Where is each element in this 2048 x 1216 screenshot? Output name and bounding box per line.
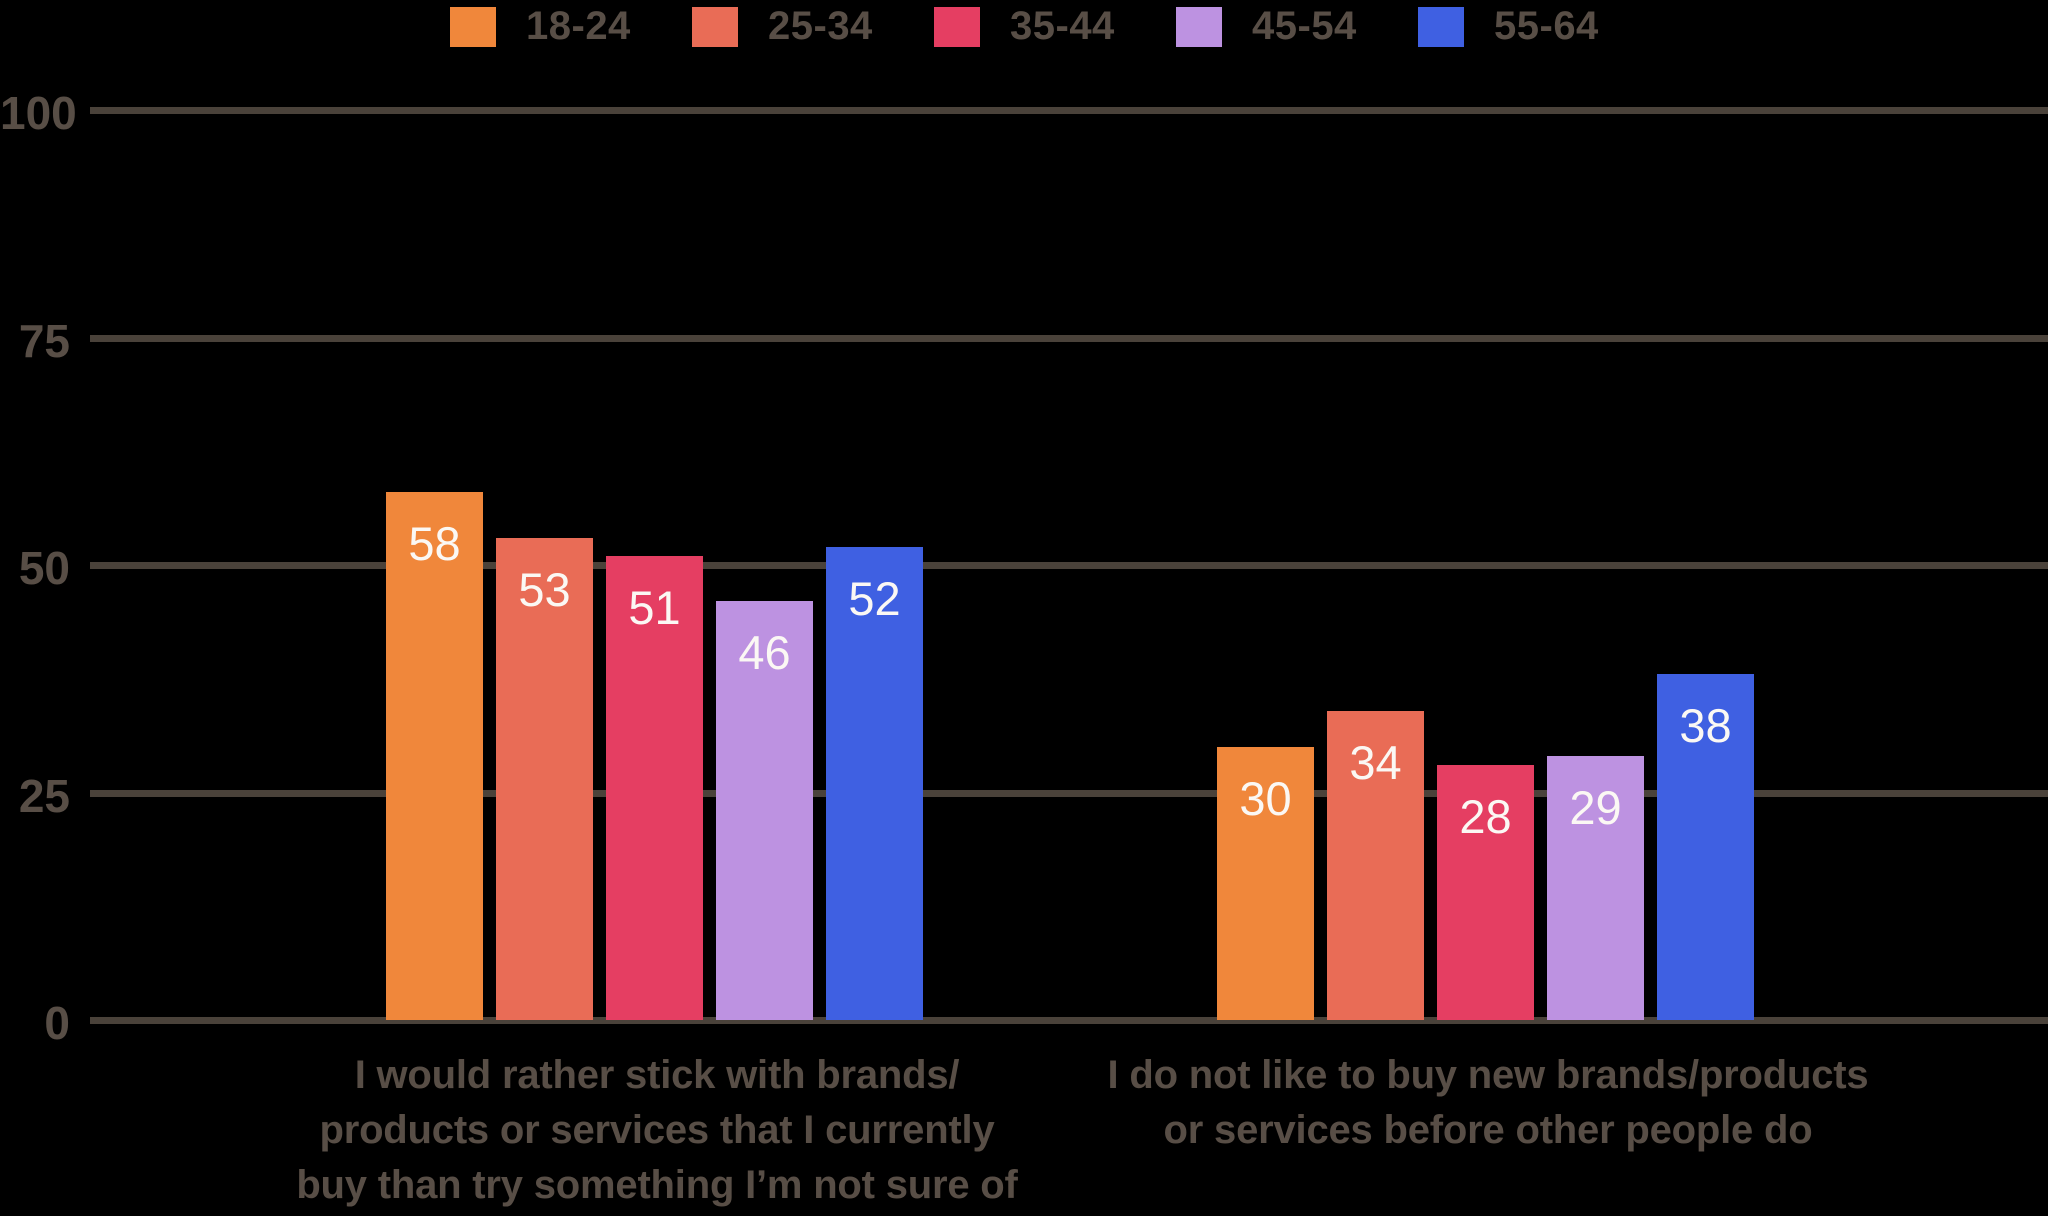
category-label-2: I do not like to buy new brands/products… bbox=[1107, 1053, 1869, 1152]
legend-item-45-54: 45-54 bbox=[1176, 0, 1357, 48]
legend-label: 45-54 bbox=[1252, 3, 1357, 48]
bar-value-label: 38 bbox=[1679, 699, 1732, 753]
legend-swatch-45-54 bbox=[1176, 7, 1222, 47]
legend-item-18-24: 18-24 bbox=[450, 0, 631, 48]
bar-25-34-group-2: 34 bbox=[1327, 710, 1424, 1020]
legend-label: 55-64 bbox=[1494, 3, 1599, 48]
bar-55-64-group-2: 38 bbox=[1657, 674, 1754, 1020]
y-tick-label-25: 25 bbox=[18, 769, 70, 822]
bar-18-24-group-2: 30 bbox=[1217, 747, 1314, 1020]
bar-value-label: 30 bbox=[1239, 772, 1292, 825]
bar-35-44-group-2: 28 bbox=[1437, 765, 1534, 1020]
y-tick-label-50: 50 bbox=[18, 542, 70, 594]
bar-value-label: 28 bbox=[1459, 790, 1512, 844]
y-tick-label-100: 100 bbox=[0, 87, 77, 139]
bar-value-label: 51 bbox=[628, 580, 681, 634]
legend-swatch-35-44 bbox=[934, 7, 980, 47]
bar-value-label: 52 bbox=[848, 571, 901, 625]
legend-swatch-25-34 bbox=[692, 7, 738, 47]
gridline-25 bbox=[90, 789, 2048, 797]
legend-label: 18-24 bbox=[526, 3, 631, 48]
bar-55-64-group-1: 52 bbox=[826, 546, 923, 1020]
legend-swatch-55-64 bbox=[1418, 7, 1464, 47]
bar-45-54-group-2: 29 bbox=[1547, 756, 1644, 1020]
bar-value-label: 53 bbox=[518, 562, 571, 616]
bar-18-24-group-1: 58 bbox=[386, 492, 483, 1020]
legend-swatch-18-24 bbox=[450, 7, 496, 47]
bar-value-label: 58 bbox=[408, 517, 461, 571]
category-label-1: I would rather stick with brands/ produc… bbox=[296, 1053, 1018, 1207]
gridline-100 bbox=[90, 107, 2048, 114]
bar-45-54-group-1: 46 bbox=[716, 601, 813, 1020]
y-tick-label-75: 75 bbox=[18, 314, 70, 367]
gridline-50 bbox=[90, 562, 2048, 569]
x-axis-line bbox=[90, 1017, 2048, 1024]
legend-item-25-34: 25-34 bbox=[692, 0, 873, 48]
bar-25-34-group-1: 53 bbox=[496, 537, 593, 1020]
legend-item-55-64: 55-64 bbox=[1418, 0, 1599, 48]
bar-value-label: 46 bbox=[738, 626, 791, 680]
bar-value-label: 34 bbox=[1349, 735, 1402, 789]
gridline-75 bbox=[90, 334, 2048, 342]
bar-35-44-group-1: 51 bbox=[606, 555, 703, 1020]
legend-item-35-44: 35-44 bbox=[934, 0, 1115, 48]
bar-value-label: 29 bbox=[1569, 781, 1622, 835]
legend-label: 35-44 bbox=[1010, 3, 1115, 48]
legend-label: 25-34 bbox=[768, 3, 873, 48]
y-tick-label-0: 0 bbox=[44, 997, 70, 1049]
